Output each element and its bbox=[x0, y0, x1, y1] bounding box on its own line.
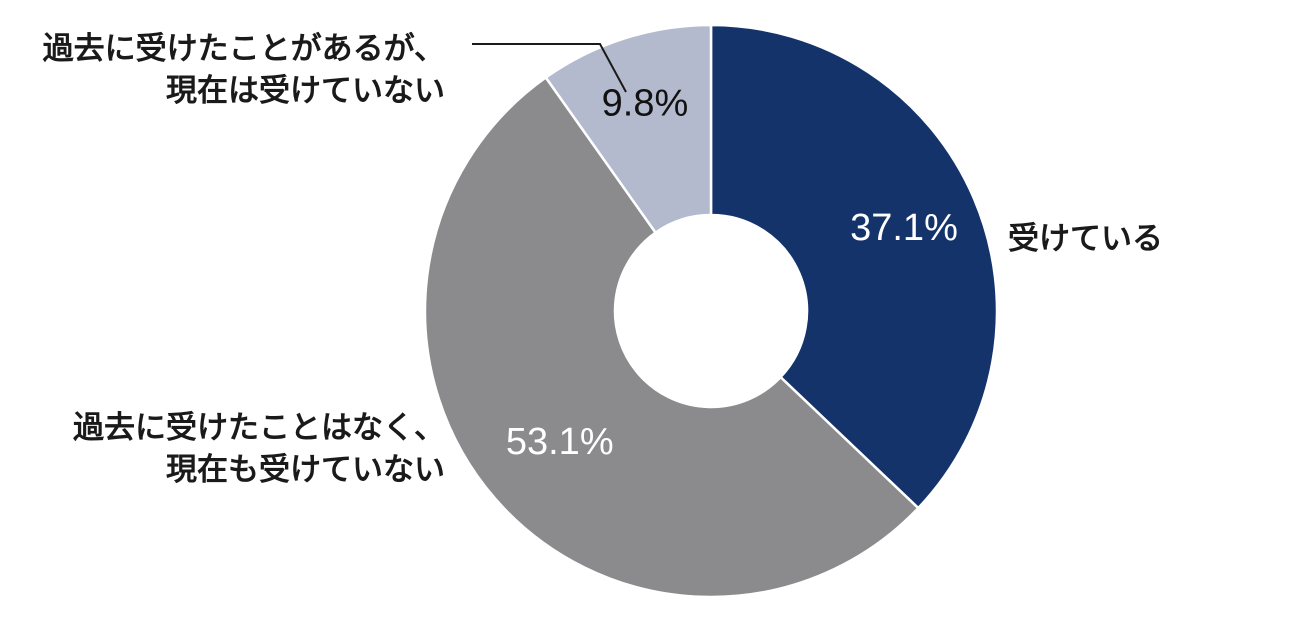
category-label-receiving: 受けている bbox=[1008, 218, 1163, 260]
category-label-line: 現在は受けていない bbox=[166, 73, 445, 110]
category-label-line: 過去に受けたことがあるが、 bbox=[42, 31, 445, 67]
slice-never-received bbox=[423, 76, 920, 599]
value-label-receiving: 37.1% bbox=[850, 207, 958, 249]
category-label-past-received: 過去に受けたことがあるが、 現在は受けていない bbox=[43, 28, 445, 112]
leader-layer bbox=[472, 43, 627, 93]
category-label-line: 受けている bbox=[1008, 221, 1163, 257]
category-label-never-received: 過去に受けたことはなく、 現在も受けていない bbox=[73, 407, 445, 491]
category-label-line: 現在も受けていない bbox=[166, 452, 445, 489]
leader-line bbox=[472, 43, 627, 93]
category-label-line: 過去に受けたことはなく、 bbox=[73, 410, 445, 446]
slice-receiving bbox=[709, 23, 999, 510]
value-label-never-received: 53.1% bbox=[506, 421, 614, 463]
value-label-past-received: 9.8% bbox=[602, 82, 689, 124]
value-label-layer: 37.1% 53.1% 9.8% bbox=[506, 82, 958, 463]
slice-past-received bbox=[544, 23, 713, 234]
slices-layer bbox=[423, 23, 999, 599]
